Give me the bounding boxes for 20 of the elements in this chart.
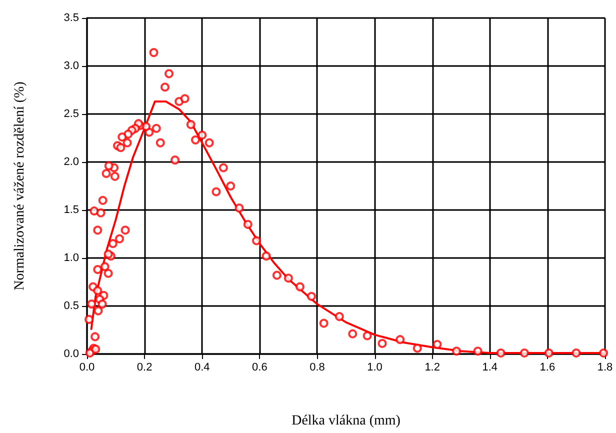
x-tick-label: 1.2 <box>424 362 440 374</box>
x-tick-label: 0.8 <box>310 362 325 374</box>
x-tick-label: 0.4 <box>194 362 210 374</box>
y-tick-label: 0.5 <box>64 300 79 312</box>
y-tick-label: 3.0 <box>64 60 79 72</box>
y-axis-title: Normalizované vážené rozdělení (%) <box>12 81 28 290</box>
x-tick-label: 0.6 <box>252 362 268 374</box>
y-tick-label: 2.5 <box>64 108 79 120</box>
x-tick-label: 1.8 <box>597 362 613 374</box>
y-tick-label: 2.0 <box>64 156 79 168</box>
x-tick-label: 0.0 <box>79 362 95 374</box>
y-tick-label: 1.0 <box>64 252 79 264</box>
x-axis-title: Délka vlákna (mm) <box>292 414 401 428</box>
y-tick-label: 1.5 <box>64 204 79 216</box>
x-tick-label: 0.2 <box>136 362 152 374</box>
x-tick-label: 1.6 <box>540 362 556 374</box>
x-tick-label: 1.4 <box>482 362 498 374</box>
x-tick-label: 1.0 <box>367 362 382 374</box>
y-tick-label: 3.5 <box>64 12 79 24</box>
y-tick-label: 0.0 <box>64 348 79 360</box>
